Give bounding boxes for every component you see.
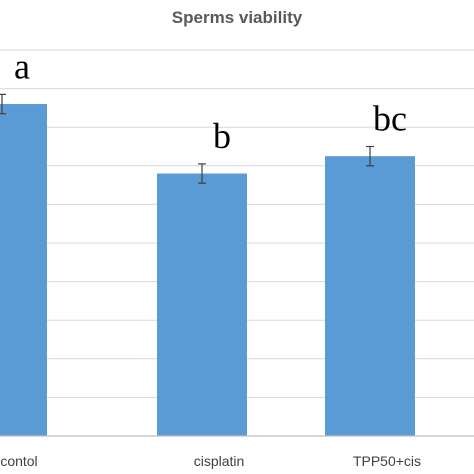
significance-label-1: a [14, 46, 30, 86]
x-tick-label-1: contol [0, 453, 37, 469]
significance-label-2: b [213, 116, 231, 156]
error-bars [0, 93, 374, 184]
bar-3 [325, 156, 415, 436]
significance-labels: a b bc [14, 46, 407, 155]
chart-title: Sperms viability [172, 8, 303, 27]
x-tick-label-3: TPP50+cis [353, 453, 421, 469]
significance-label-3: bc [373, 99, 407, 139]
x-tick-labels: contol cisplatin TPP50+cis [0, 453, 421, 469]
bar-1 [0, 104, 47, 436]
bars [0, 104, 415, 436]
x-tick-label-2: cisplatin [194, 453, 245, 469]
bar-2 [157, 173, 247, 436]
